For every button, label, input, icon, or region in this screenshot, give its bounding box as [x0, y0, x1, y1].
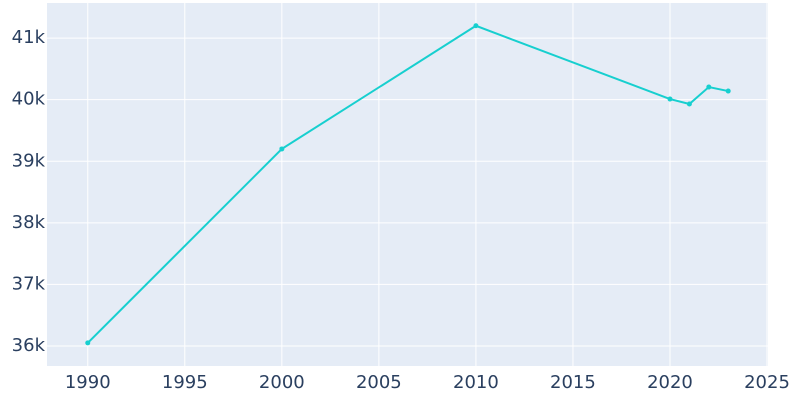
point [667, 96, 673, 102]
x-tick-label: 2020 [647, 372, 693, 393]
point [85, 340, 91, 346]
y-tick-label: 41k [12, 27, 46, 48]
y-tick-label: 39k [12, 150, 46, 171]
point [473, 23, 479, 29]
point [725, 88, 731, 94]
x-tick-label: 2000 [259, 372, 305, 393]
y-tick-label: 37k [12, 273, 46, 294]
y-tick-label: 36k [12, 335, 46, 356]
x-tick-label: 2010 [453, 372, 499, 393]
x-tick-label: 2005 [356, 372, 402, 393]
point [279, 146, 285, 152]
x-tick-label: 1990 [65, 372, 111, 393]
point [706, 84, 712, 90]
x-tick-label: 2025 [744, 372, 790, 393]
y-tick-label: 40k [12, 89, 46, 110]
plot-area [47, 3, 768, 366]
point [686, 101, 692, 107]
x-tick-label: 1995 [162, 372, 208, 393]
y-tick-label: 38k [12, 212, 46, 233]
x-tick-label: 2015 [550, 372, 596, 393]
